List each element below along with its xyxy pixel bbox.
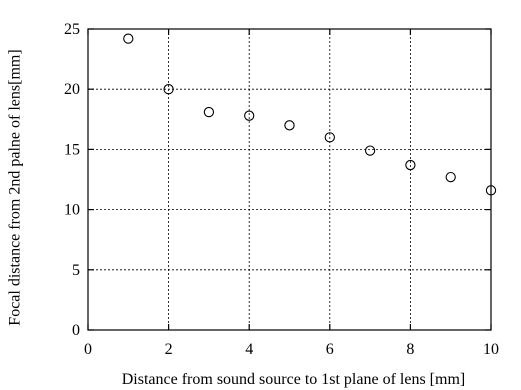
grid <box>88 29 491 330</box>
data-point <box>163 84 174 95</box>
data-point <box>485 185 497 196</box>
x-tick-label: 4 <box>245 341 253 358</box>
data-point <box>445 171 456 183</box>
data-point <box>203 106 215 118</box>
y-tick-label: 10 <box>64 202 80 219</box>
x-tick-label: 2 <box>165 341 173 358</box>
y-tick-label: 15 <box>64 141 80 158</box>
x-tick-labels: 0 2 4 6 8 10 <box>84 341 499 358</box>
data-point <box>364 145 376 156</box>
x-tick-label: 0 <box>84 341 92 358</box>
data-point <box>284 120 295 131</box>
axis-ticks <box>87 28 492 331</box>
data-point <box>405 159 416 171</box>
y-tick-labels: 0 5 10 15 20 25 <box>64 21 80 339</box>
x-tick-label: 6 <box>326 341 334 358</box>
data-point <box>123 33 134 44</box>
y-tick-label: 25 <box>64 21 80 38</box>
y-tick-label: 20 <box>64 81 80 98</box>
data-point <box>244 110 255 121</box>
y-tick-label: 5 <box>72 262 80 279</box>
data-point <box>324 132 335 143</box>
plot-frame <box>87 28 492 331</box>
y-axis-label: Focal distance from 2nd palne of lens[mm… <box>7 49 24 325</box>
x-axis-label: Distance from sound source to 1st plane … <box>122 371 465 388</box>
x-tick-label: 8 <box>406 341 414 358</box>
data-points <box>123 33 497 196</box>
x-tick-label: 10 <box>483 341 499 358</box>
y-tick-label: 0 <box>72 322 80 339</box>
